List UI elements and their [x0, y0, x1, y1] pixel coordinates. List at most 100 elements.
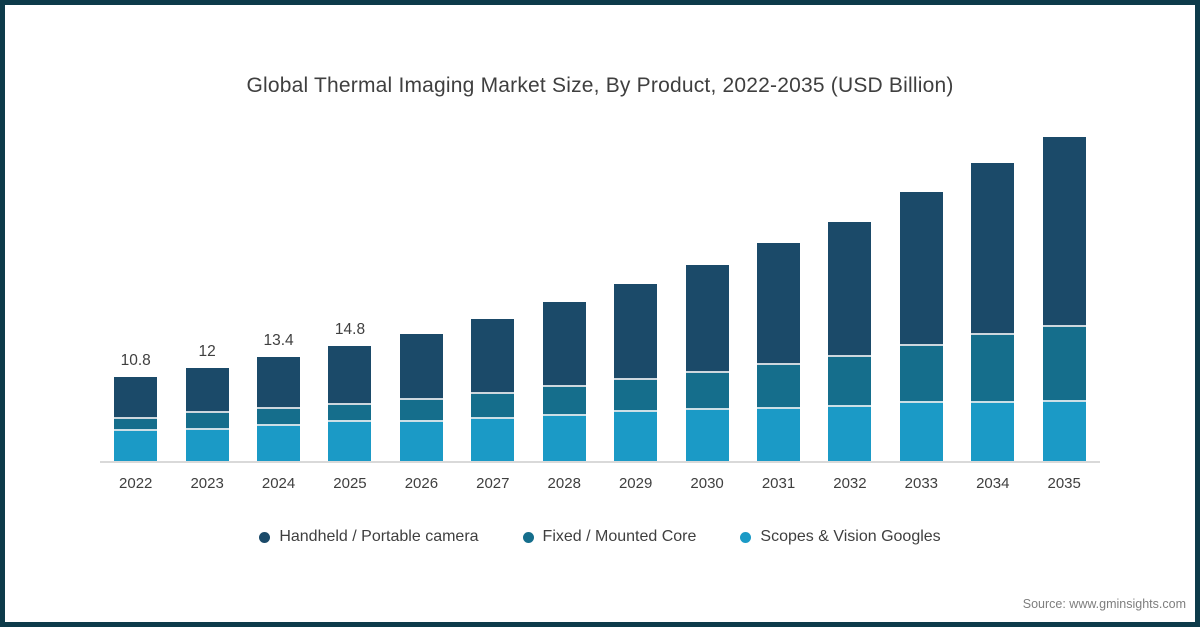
bar-total-label: 13.4	[263, 331, 294, 349]
source-attribution: Source: www.gminsights.com	[1022, 597, 1186, 611]
bar-group-2027	[457, 130, 528, 462]
stacked-bar	[542, 302, 586, 462]
bar-group-2035	[1028, 130, 1099, 462]
chart-title: Global Thermal Imaging Market Size, By P…	[246, 74, 954, 97]
x-axis-label: 2029	[618, 475, 653, 492]
x-axis-label: 2022	[119, 475, 153, 492]
bar-segment	[971, 335, 1015, 403]
bar-segment	[685, 264, 729, 374]
legend-dot-icon	[259, 531, 271, 543]
bar-segment	[1042, 136, 1086, 328]
x-axis-label: 2027	[476, 475, 510, 492]
x-axis-label: 2028	[547, 475, 581, 492]
bar-segment	[328, 404, 372, 422]
legend-label: Fixed / Mounted Core	[542, 528, 697, 545]
bar-segment	[114, 430, 158, 462]
bar-segment	[257, 425, 301, 462]
plot-area: 10.8 12 13.4 14.8	[100, 130, 1100, 462]
bar-segment	[542, 387, 586, 416]
bar-group-2034	[957, 130, 1028, 462]
bar-group-2032	[814, 130, 885, 462]
stacked-bar	[471, 318, 515, 462]
bar-group-2025: 14.8	[314, 130, 385, 462]
x-axis-line	[100, 461, 1100, 463]
bar-segment	[399, 421, 443, 462]
bar-segment	[471, 393, 515, 419]
x-axis-label: 2026	[404, 475, 439, 492]
bar-total-label: 12	[198, 342, 216, 360]
x-axis-label: 2034	[976, 475, 1010, 492]
bar-segment	[828, 406, 872, 462]
bar-group-2031	[743, 130, 814, 462]
bar-segment	[471, 418, 515, 462]
bar-segment	[828, 357, 872, 407]
bar-segment	[971, 162, 1015, 336]
stacked-bar	[899, 192, 943, 462]
bar-group-2023: 12	[171, 130, 242, 462]
stacked-bar	[828, 221, 872, 462]
stacked-bar	[971, 162, 1015, 462]
bar-group-2033	[886, 130, 957, 462]
bar-segment	[757, 243, 800, 366]
bar-segment	[614, 412, 658, 462]
stacked-bar	[328, 345, 372, 462]
x-axis-label: 2035	[1047, 475, 1081, 492]
bar-group-2030	[671, 130, 742, 462]
bar-segment	[399, 399, 443, 422]
legend-item: Scopes & Vision Googles	[740, 528, 941, 546]
stacked-bar	[257, 356, 301, 462]
x-axis-label: 2025	[333, 475, 367, 492]
bar-segment	[685, 410, 729, 462]
bar-group-2022: 10.8	[100, 130, 171, 462]
bar-segment	[828, 221, 872, 358]
legend-label: Handheld / Portable camera	[279, 528, 479, 545]
bar-segment	[185, 367, 229, 414]
bar-segment	[757, 408, 800, 462]
bar-segment	[971, 403, 1015, 462]
x-axis-label: 2032	[833, 475, 867, 492]
bar-total-label: 14.8	[334, 320, 366, 338]
bar-group-2026	[386, 130, 457, 462]
bar-segment	[899, 192, 943, 346]
stacked-bar	[114, 377, 158, 462]
bar-group-2024: 13.4	[243, 130, 314, 462]
bar-segment	[757, 365, 800, 409]
bar-segment	[542, 302, 586, 388]
bar-segment	[328, 345, 372, 405]
bar-segment	[114, 418, 158, 431]
legend: Handheld / Portable camera Fixed / Mounte…	[0, 528, 1200, 546]
stacked-bar	[685, 264, 729, 462]
bar-segment	[399, 333, 443, 400]
x-axis-label: 2024	[261, 475, 296, 492]
legend-item: Fixed / Mounted Core	[522, 528, 697, 546]
bar-segment	[185, 429, 229, 462]
stacked-bar	[399, 333, 443, 462]
stacked-bar	[614, 284, 658, 462]
bar-segment	[685, 373, 729, 411]
bar-segment	[114, 377, 158, 419]
bar-segment	[614, 284, 658, 381]
bar-segment	[899, 403, 943, 462]
x-axis-label: 2031	[761, 475, 796, 492]
bar-segment	[328, 421, 372, 462]
bar-segment	[257, 408, 301, 426]
bar-segment	[542, 415, 586, 462]
stacked-bar	[1042, 136, 1086, 462]
bar-segment	[1042, 402, 1086, 462]
legend-dot-icon	[740, 531, 752, 543]
bar-total-label: 10.8	[120, 352, 151, 369]
x-axis-label: 2023	[190, 475, 224, 492]
legend-dot-icon	[522, 531, 534, 543]
bar-segment	[185, 413, 229, 430]
bar-segment	[614, 380, 658, 413]
x-axis-labels: 2022 2023 2024 2025 2026 2027 2028 2029 2030 2031…	[100, 475, 1100, 492]
stacked-bar	[185, 367, 229, 462]
bar-segment	[257, 356, 301, 409]
bar-segment	[1042, 327, 1086, 403]
bar-group-2028	[529, 130, 600, 462]
bar-segment	[899, 345, 943, 403]
bar-group-2029	[600, 130, 671, 462]
bar-segment	[471, 318, 515, 394]
x-axis-label: 2033	[904, 475, 939, 492]
